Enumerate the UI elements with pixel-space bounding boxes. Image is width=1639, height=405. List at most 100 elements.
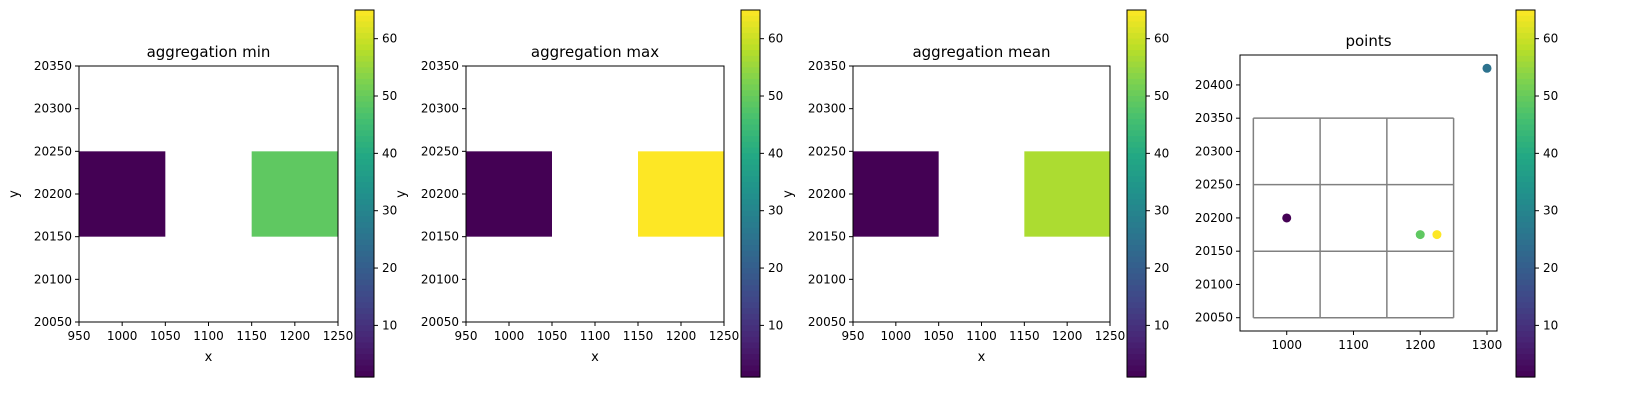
colorbar-segment: [741, 164, 760, 172]
colorbar-segment: [1127, 38, 1146, 46]
y-tick-label-5: 20250: [808, 144, 846, 158]
heatmap-cell-1: [79, 151, 166, 237]
colorbar-segment: [1516, 359, 1535, 367]
x-tick-label-2: 1000: [107, 329, 138, 343]
colorbar-segment: [1516, 50, 1535, 57]
colorbar-tick-label-2: 20: [1543, 261, 1558, 275]
colorbar-segment: [741, 296, 760, 304]
colorbar-segment: [355, 354, 374, 361]
colorbar-segment: [355, 130, 374, 137]
colorbar-segment: [1516, 84, 1535, 91]
colorbar-segment: [741, 308, 760, 315]
colorbar-segment: [355, 216, 374, 223]
colorbar-segment: [1516, 193, 1535, 200]
colorbar-segment: [1127, 359, 1146, 367]
colorbar-segment: [741, 44, 760, 51]
colorbar-segment: [1127, 124, 1146, 132]
x-tick-label-1: 950: [455, 329, 478, 343]
x-axis-label: x: [591, 350, 599, 365]
colorbar-segment: [1127, 193, 1146, 200]
colorbar-segment: [1516, 21, 1535, 28]
colorbar-segment: [741, 90, 760, 97]
colorbar-segment: [741, 193, 760, 200]
colorbar-segment: [355, 279, 374, 286]
colorbar-segment: [355, 187, 374, 195]
colorbar-tick-label-2: 20: [1154, 261, 1169, 275]
colorbar-segment: [1127, 113, 1146, 120]
colorbar-segment: [1127, 147, 1146, 154]
colorbar-segment: [741, 359, 760, 367]
colorbar-segment: [1516, 279, 1535, 286]
colorbar-segment: [355, 170, 374, 177]
colorbar-segment: [741, 67, 760, 74]
colorbar-segment: [355, 84, 374, 91]
colorbar-segment: [355, 44, 374, 51]
x-axis-label: x: [205, 350, 213, 365]
colorbar-frame: [354, 9, 375, 378]
colorbar-segment: [1516, 15, 1535, 23]
y-axis-label: y: [394, 190, 409, 198]
colorbar-segment: [355, 21, 374, 28]
y-axis-label: y: [7, 190, 22, 198]
x-tick-label-4: 1300: [1472, 338, 1503, 352]
plot-area: [1240, 55, 1497, 331]
colorbar-segment: [355, 78, 374, 86]
x-tick-label-3: 1050: [150, 329, 181, 343]
x-tick-label-4: 1100: [580, 329, 611, 343]
colorbar-segment: [741, 10, 760, 17]
y-tick-label-5: 20250: [1195, 178, 1233, 192]
colorbar-segment: [355, 227, 374, 235]
colorbar-segment: [1127, 176, 1146, 183]
y-tick-label-6: 20300: [1195, 144, 1233, 158]
colorbar-segment: [1516, 233, 1535, 240]
colorbar-segment: [1516, 61, 1535, 68]
colorbar-segment: [1516, 141, 1535, 149]
y-tick-label-1: 20050: [421, 315, 459, 329]
y-tick-label-2: 20100: [421, 272, 459, 286]
x-tick-label-6: 1200: [280, 329, 311, 343]
colorbar-segment: [1127, 118, 1146, 126]
colorbar-segment: [741, 239, 760, 246]
colorbar-segment: [741, 354, 760, 361]
colorbar-tick-label-5: 50: [768, 89, 783, 103]
colorbar-segment: [1516, 10, 1535, 17]
x-tick-label-1: 950: [842, 329, 865, 343]
colorbar-segment: [1516, 67, 1535, 74]
colorbar-tick-label-3: 30: [1543, 204, 1558, 218]
colorbar-segment: [355, 153, 374, 160]
colorbar-segment: [1127, 279, 1146, 286]
colorbar-segment: [741, 147, 760, 154]
colorbar-segment: [741, 73, 760, 80]
colorbar-segment: [741, 268, 760, 275]
colorbar-segment: [355, 308, 374, 315]
x-axis-label: x: [978, 350, 986, 365]
colorbar-segment: [741, 245, 760, 252]
colorbar-segment: [1127, 21, 1146, 28]
y-tick-label-1: 20050: [1195, 311, 1233, 325]
colorbar-segment: [1127, 256, 1146, 263]
colorbar-segment: [741, 313, 760, 321]
x-tick-label-7: 1250: [323, 329, 354, 343]
colorbar-tick-label-2: 20: [768, 261, 783, 275]
y-tick-label-5: 20250: [34, 144, 72, 158]
colorbar-frame: [1515, 9, 1536, 378]
axes-frame: [1239, 54, 1498, 332]
colorbar-segment: [355, 325, 374, 332]
colorbar-segment: [1516, 176, 1535, 183]
colorbar-segment: [1516, 90, 1535, 97]
colorbar-segment: [1516, 239, 1535, 246]
colorbar-segment: [1127, 313, 1146, 321]
x-tick-label-7: 1250: [1095, 329, 1126, 343]
colorbar-segment: [741, 331, 760, 338]
colorbar-segment: [1127, 348, 1146, 355]
colorbar-segment: [741, 136, 760, 143]
colorbar-segment: [1127, 84, 1146, 91]
colorbar-segment: [1516, 296, 1535, 304]
colorbar-segment: [355, 61, 374, 68]
y-tick-label-1: 20050: [34, 315, 72, 329]
colorbar-segment: [741, 153, 760, 160]
subplot-3: 950 1000 1050 1100 1150 1200 12502005020100201…: [781, 9, 1169, 378]
colorbar-segment: [1127, 107, 1146, 114]
colorbar-segment: [741, 55, 760, 63]
